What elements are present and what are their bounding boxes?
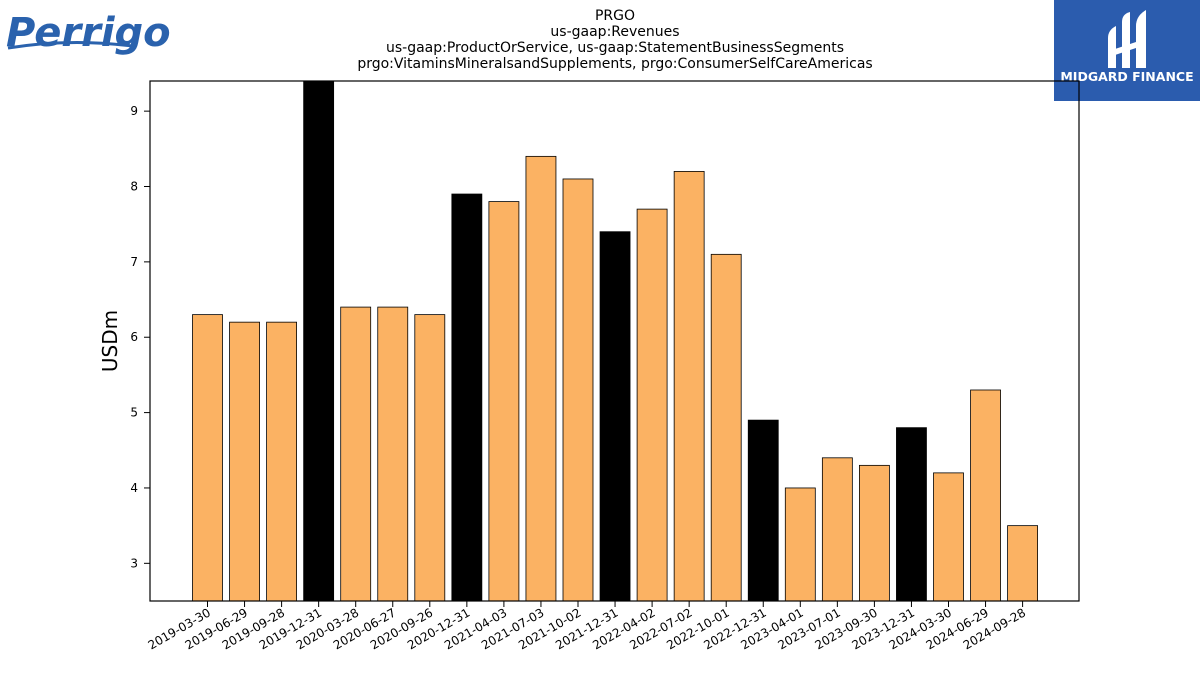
- bar-2019-03-30: [192, 314, 223, 602]
- y-tick-label: 7: [130, 255, 138, 269]
- bar-2019-09-28: [266, 321, 298, 602]
- bar-2023-04-01: [784, 487, 816, 602]
- chart-title-line: PRGO: [595, 8, 635, 24]
- y-axis-label: USDm: [98, 310, 122, 372]
- bar-2020-09-26: [414, 314, 446, 602]
- bar-2023-12-31: [896, 427, 927, 602]
- bar-2022-04-02: [636, 208, 668, 602]
- chart-title-line: us-gaap:ProductOrService, us-gaap:Statem…: [386, 40, 844, 56]
- bar-2022-12-31: [747, 419, 779, 602]
- midgard-finance-logo: MIDGARD FINANCE: [1054, 0, 1200, 101]
- bar-2023-07-01: [821, 457, 853, 602]
- midgard-emblem-icon: [1108, 10, 1146, 68]
- plot-frame: [149, 80, 1080, 602]
- y-tick-label: 4: [130, 481, 138, 495]
- x-axis: 2019-03-302019-06-292019-09-282019-12-31…: [146, 601, 1028, 652]
- bar-2024-09-28: [1007, 525, 1038, 602]
- bar-2023-09-30: [859, 464, 890, 602]
- y-tick-label: 9: [130, 104, 138, 118]
- bar-2021-12-31: [599, 231, 631, 602]
- bar-2019-06-29: [229, 321, 260, 602]
- bar-2020-06-27: [377, 306, 409, 602]
- bar-2024-03-30: [933, 472, 964, 602]
- bar-2022-10-01: [710, 253, 742, 602]
- y-tick-label: 6: [130, 330, 138, 344]
- y-axis: 3 4 5 6 7 8 9: [130, 104, 150, 570]
- chart-title-line: prgo:VitaminsMineralsandSupplements, prg…: [357, 56, 872, 72]
- bars-group: [192, 80, 1038, 602]
- bar-2019-12-31: [303, 80, 335, 602]
- bar-2022-07-02: [673, 171, 705, 602]
- y-tick-label: 8: [130, 180, 138, 194]
- bar-2021-10-02: [562, 178, 594, 602]
- bar-2020-12-31: [451, 193, 483, 602]
- bar-2021-07-03: [525, 155, 557, 602]
- perrigo-logo: Perrigo: [6, 10, 171, 56]
- perrigo-logo-swoosh: [7, 40, 133, 50]
- midgard-logo-text: MIDGARD FINANCE: [1060, 69, 1193, 84]
- chart-title: PRGOus-gaap:Revenuesus-gaap:ProductOrSer…: [357, 8, 872, 72]
- chart-title-line: us-gaap:Revenues: [550, 24, 679, 40]
- bar-2024-06-29: [970, 389, 1001, 602]
- y-tick-label: 3: [130, 556, 138, 570]
- bar-2021-04-03: [488, 201, 520, 602]
- perrigo-logo-text: Perrigo: [6, 10, 171, 56]
- bar-2020-03-28: [340, 306, 372, 602]
- y-tick-label: 5: [130, 406, 138, 420]
